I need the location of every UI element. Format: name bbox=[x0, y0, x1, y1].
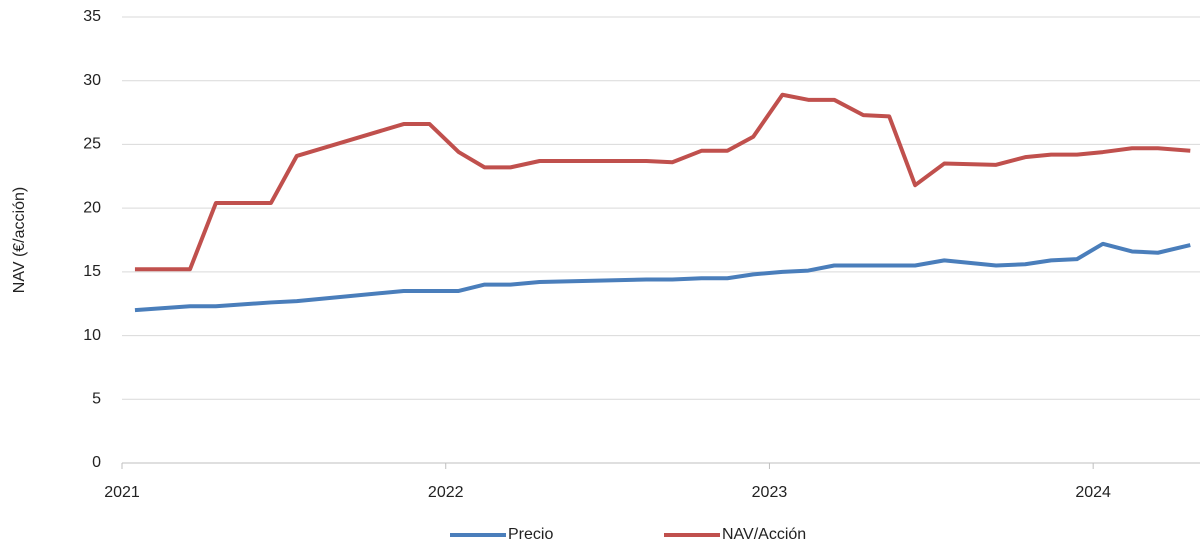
y-tick-label: 5 bbox=[92, 391, 101, 408]
x-tick-label: 2023 bbox=[752, 484, 788, 501]
x-tick-label: 2021 bbox=[104, 484, 140, 501]
y-tick-label: 20 bbox=[83, 199, 101, 216]
x-tick-label: 2024 bbox=[1075, 484, 1111, 501]
y-tick-label: 35 bbox=[83, 8, 101, 25]
series-line bbox=[134, 92, 1191, 272]
y-tick-label: 25 bbox=[83, 136, 101, 153]
y-tick-label: 15 bbox=[83, 263, 101, 280]
y-tick-label: 0 bbox=[92, 454, 101, 471]
legend-label: NAV/Acción bbox=[722, 526, 806, 543]
legend-label: Precio bbox=[508, 526, 553, 543]
series-line bbox=[134, 241, 1191, 313]
y-tick-label: 10 bbox=[83, 327, 101, 344]
x-tick-label: 2022 bbox=[428, 484, 464, 501]
y-axis-label: NAV (€/acción) bbox=[11, 187, 28, 293]
y-tick-label: 30 bbox=[83, 72, 101, 89]
